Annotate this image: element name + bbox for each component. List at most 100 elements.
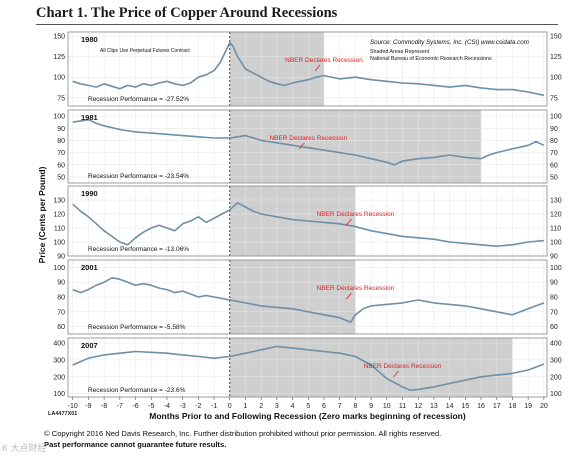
price-line-1981 xyxy=(72,118,545,166)
x-tick-label: 14 xyxy=(446,403,454,410)
figure-id: LA4477X01 xyxy=(48,411,78,417)
y-tick-label-right: 90 xyxy=(550,280,558,287)
y-tick-label-right: 150 xyxy=(550,34,562,41)
x-tick-label: 16 xyxy=(477,403,485,410)
x-tick-label: 19 xyxy=(524,403,532,410)
recession-performance-label: Recession Performance = -5.58% xyxy=(88,324,186,331)
x-tick-label: -9 xyxy=(85,403,91,410)
price-line-1990 xyxy=(72,202,544,247)
x-tick-label: -10 xyxy=(68,403,78,410)
price-line-2001 xyxy=(72,276,545,324)
panel-frame xyxy=(67,185,548,257)
price-line-2007 xyxy=(72,345,545,392)
x-tick-label: 4 xyxy=(291,403,295,410)
panel-year-label: 1981 xyxy=(81,113,98,122)
x-tick-label: 18 xyxy=(509,403,517,410)
y-tick-label-right: 100 xyxy=(550,240,562,247)
x-tick-label: 9 xyxy=(369,403,373,410)
x-tick-label: 0 xyxy=(228,403,232,410)
panel-frame xyxy=(67,31,548,107)
y-tick-label-left: 125 xyxy=(53,54,65,61)
x-tick-label: 7 xyxy=(338,403,342,410)
y-tick-label-right: 100 xyxy=(550,265,562,272)
copyright-note: © Copyright 2016 Ned Davis Research, Inc… xyxy=(44,429,442,438)
y-tick-label-left: 110 xyxy=(54,226,65,233)
panel-frame xyxy=(67,337,548,398)
x-tick-label: 10 xyxy=(383,403,391,410)
x-tick-label: -7 xyxy=(117,403,123,410)
x-tick-label: -6 xyxy=(132,403,138,410)
x-tick-label: -4 xyxy=(164,403,170,410)
disclaimer-note: Past performance cannot guarantee future… xyxy=(44,440,227,449)
source-label: Source: Commodity Systems, Inc. (CSI) ww… xyxy=(370,39,529,46)
x-tick-label: -3 xyxy=(180,403,186,410)
y-tick-label-right: 60 xyxy=(550,324,558,331)
y-tick-label-right: 70 xyxy=(550,150,558,157)
y-tick-label-right: 100 xyxy=(550,114,562,121)
y-tick-label-right: 130 xyxy=(550,198,562,205)
y-tick-label-right: 100 xyxy=(550,75,562,82)
y-tick-label-left: 100 xyxy=(53,391,65,398)
y-tick-label-right: 60 xyxy=(550,162,558,169)
y-tick-label-right: 80 xyxy=(550,295,558,302)
recession-performance-label: Recession Performance = -23.54% xyxy=(88,173,189,180)
nber-declares-label: NBER Declares Recession xyxy=(285,57,363,64)
watermark: K 大点财经 xyxy=(2,443,47,453)
y-tick-label-right: 80 xyxy=(550,138,558,145)
nber-declares-arrow xyxy=(346,292,352,300)
x-tick-label: 3 xyxy=(275,403,279,410)
recession-performance-label: Recession Performance = -23.6% xyxy=(88,387,186,394)
nber-declares-arrow xyxy=(346,218,352,226)
y-tick-label-right: 200 xyxy=(550,374,562,381)
panel-frame xyxy=(67,109,548,184)
y-tick-label-left: 90 xyxy=(57,280,65,287)
x-tick-label: 13 xyxy=(430,403,438,410)
y-tick-label-left: 300 xyxy=(53,357,65,364)
y-tick-label-right: 90 xyxy=(550,254,558,261)
y-tick-label-left: 400 xyxy=(53,341,65,348)
x-tick-label: 1 xyxy=(244,403,248,410)
x-axis-title: Months Prior to and Following Recession … xyxy=(149,411,466,421)
y-tick-label-left: 80 xyxy=(57,295,65,302)
x-tick-label: 6 xyxy=(322,403,326,410)
y-tick-label-left: 60 xyxy=(57,162,65,169)
y-tick-label-right: 50 xyxy=(550,174,558,181)
y-tick-label-right: 70 xyxy=(550,309,558,316)
y-tick-label-left: 130 xyxy=(53,198,65,205)
y-tick-label-left: 75 xyxy=(57,95,65,102)
y-tick-label-left: 70 xyxy=(57,309,65,316)
recession-performance-label: Recession Performance = -27.52% xyxy=(88,96,189,103)
y-tick-label-left: 100 xyxy=(53,240,65,247)
shaded-note-line-2: National Bureau of Economic Research Rec… xyxy=(370,56,492,62)
nber-declares-arrow xyxy=(298,142,305,150)
y-tick-label-left: 150 xyxy=(53,34,65,41)
nber-declares-label: NBER Declares Recession xyxy=(364,363,442,370)
perpetual-futures-note: All Clips Use Perpetual Futures Contract xyxy=(100,48,190,54)
nber-declares-label: NBER Declares Recession xyxy=(269,135,347,142)
nber-declares-label: NBER Declares Recession xyxy=(317,285,395,292)
nber-declares-arrow xyxy=(314,64,321,72)
y-tick-label-right: 100 xyxy=(550,391,562,398)
panel-year-label: 1990 xyxy=(81,189,98,198)
y-tick-label-left: 70 xyxy=(57,150,65,157)
x-tick-label: 12 xyxy=(414,403,422,410)
title-underline xyxy=(36,24,558,25)
y-tick-label-right: 125 xyxy=(550,54,562,61)
chart-title: Chart 1. The Price of Copper Around Rece… xyxy=(36,5,338,21)
panel-frame xyxy=(67,259,548,335)
y-tick-label-left: 120 xyxy=(53,212,65,219)
panel-year-label: 1980 xyxy=(81,35,98,44)
x-tick-label: -2 xyxy=(195,403,201,410)
y-tick-label-right: 90 xyxy=(550,126,558,133)
y-tick-label-left: 90 xyxy=(57,126,65,133)
y-tick-label-left: 100 xyxy=(53,265,65,272)
y-tick-label-left: 100 xyxy=(53,75,65,82)
x-tick-label: -8 xyxy=(101,403,107,410)
panel-year-label: 2007 xyxy=(81,341,98,350)
shaded-note-line-1: Shaded Areas Represent xyxy=(370,49,430,55)
x-tick-label: -1 xyxy=(211,403,217,410)
x-tick-label: 15 xyxy=(461,403,469,410)
price-line-1980 xyxy=(72,41,545,97)
x-tick-label: 2 xyxy=(259,403,263,410)
y-tick-label-right: 110 xyxy=(550,226,561,233)
